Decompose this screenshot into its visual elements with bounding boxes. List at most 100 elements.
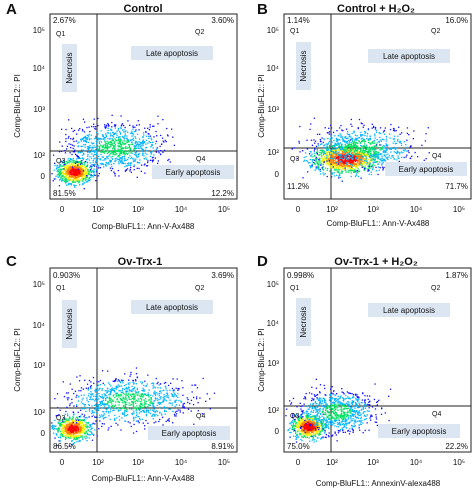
event-dot: [341, 156, 344, 158]
event-dot: [64, 413, 66, 415]
event-dot: [379, 153, 381, 155]
event-dot: [79, 169, 81, 171]
event-dot: [70, 172, 72, 174]
event-dot: [346, 141, 348, 143]
event-dot: [331, 163, 333, 165]
event-dot: [74, 176, 76, 178]
event-dot: [138, 144, 140, 146]
event-dot: [340, 168, 342, 171]
event-dot: [118, 393, 120, 396]
event-dot: [60, 168, 63, 171]
event-dot: [164, 413, 166, 415]
event-dot: [335, 144, 337, 146]
event-dot: [363, 141, 366, 143]
event-dot: [144, 172, 146, 174]
event-dot: [90, 381, 92, 383]
event-dot: [136, 389, 138, 391]
event-dot: [134, 400, 136, 403]
event-dot: [117, 129, 119, 131]
event-dot: [330, 124, 332, 126]
event-dot: [368, 150, 370, 153]
event-dot: [358, 170, 361, 172]
event-dot: [82, 168, 84, 170]
event-dot: [59, 409, 61, 411]
event-dot: [124, 410, 126, 412]
event-dot: [60, 163, 62, 166]
event-dot: [324, 167, 327, 169]
event-dot: [80, 138, 82, 140]
event-dot: [322, 159, 324, 161]
event-dot: [373, 140, 375, 142]
event-dot: [369, 162, 371, 164]
event-dot: [78, 423, 81, 426]
event-dot: [66, 419, 68, 421]
event-dot: [159, 396, 161, 399]
event-dot: [150, 146, 152, 148]
event-dot: [336, 148, 338, 150]
event-dot: [101, 149, 103, 151]
event-dot: [68, 433, 70, 435]
event-dot: [112, 380, 114, 382]
event-dot: [77, 142, 79, 144]
event-dot: [68, 175, 71, 178]
event-dot: [87, 169, 89, 171]
event-dot: [62, 421, 65, 424]
event-dot: [147, 374, 149, 376]
event-dot: [399, 153, 401, 155]
event-dot: [75, 423, 77, 425]
event-dot: [137, 415, 139, 418]
event-dot: [352, 162, 354, 164]
event-dot: [120, 385, 123, 387]
event-dot: [121, 401, 123, 403]
event-dot: [106, 143, 108, 145]
event-dot: [394, 130, 396, 132]
event-dot: [85, 410, 87, 412]
event-dot: [106, 148, 108, 150]
event-dot: [96, 165, 98, 167]
x-tick-label: 10⁵: [218, 205, 230, 214]
event-dot: [160, 387, 162, 389]
event-dot: [321, 160, 323, 162]
event-dot: [67, 164, 69, 167]
event-dot: [87, 155, 89, 158]
event-dot: [124, 404, 126, 406]
event-dot: [355, 164, 357, 166]
event-dot: [155, 410, 157, 412]
event-dot: [97, 416, 99, 418]
event-dot: [342, 157, 344, 159]
event-dot: [152, 382, 154, 384]
event-dot: [63, 159, 65, 161]
event-dot: [70, 425, 73, 427]
event-dot: [51, 425, 53, 427]
event-dot: [318, 169, 320, 171]
event-dot: [77, 429, 79, 431]
event-dot: [104, 133, 107, 135]
event-dot: [353, 157, 355, 159]
event-dot: [107, 155, 109, 157]
event-dot: [125, 414, 127, 417]
event-dot: [63, 417, 65, 419]
event-dot: [151, 402, 153, 404]
event-dot: [80, 167, 82, 170]
event-dot: [141, 393, 144, 395]
event-dot: [93, 382, 95, 384]
event-dot: [347, 151, 349, 153]
event-dot: [116, 134, 118, 136]
event-dot: [136, 376, 138, 378]
event-dot: [58, 424, 61, 426]
event-dot: [393, 128, 395, 130]
event-dot: [92, 155, 95, 157]
event-dot: [158, 401, 160, 403]
event-dot: [369, 142, 372, 145]
event-dot: [340, 134, 342, 136]
event-dot: [120, 139, 122, 142]
event-dot: [69, 152, 71, 154]
event-dot: [359, 161, 361, 163]
event-dot: [339, 173, 341, 175]
event-dot: [394, 140, 396, 142]
event-dot: [120, 145, 122, 148]
event-dot: [348, 167, 350, 169]
event-dot: [74, 185, 76, 187]
event-dot: [298, 140, 300, 143]
y-tick-label: 10²: [33, 151, 45, 160]
